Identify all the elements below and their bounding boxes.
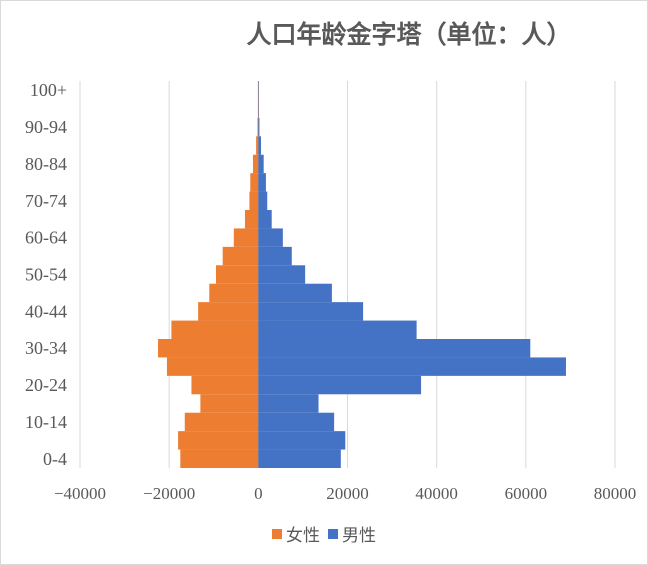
gridlines — [79, 81, 616, 468]
bar-male-40-44 — [258, 302, 364, 321]
bar-female-45-49 — [209, 283, 259, 303]
bar-female-0-4 — [180, 449, 259, 468]
bar-female-20-24 — [191, 375, 259, 395]
bar-male-75-79 — [258, 173, 266, 192]
y-tick-label: 60-64 — [25, 228, 67, 248]
bar-male-95-99 — [258, 99, 259, 118]
bar-male-10-14 — [258, 412, 335, 432]
bar-male-15-19 — [258, 394, 319, 413]
bar-male-65-69 — [258, 210, 272, 229]
y-tick-label: 100+ — [30, 80, 67, 100]
y-axis-ticks: 0-4 10-14 20-24 30-34 40-44 50-54 60-64 70-74 80… — [25, 80, 67, 469]
bar-male-100+ — [258, 81, 259, 100]
bar-female-5-9 — [178, 431, 259, 450]
bar-male-50-54 — [258, 265, 306, 284]
bar-female-70-74 — [249, 191, 259, 210]
bar-female-30-34 — [158, 339, 259, 358]
bar-female-10-14 — [184, 412, 259, 432]
bar-male-45-49 — [258, 283, 332, 303]
bar-female-55-59 — [222, 246, 259, 266]
y-tick-label: 50-54 — [25, 265, 67, 285]
x-tick-label: 60000 — [505, 484, 548, 503]
x-tick-label: 80000 — [594, 484, 637, 503]
bar-female-95-99 — [257, 99, 259, 118]
legend-label-female: 女性 — [286, 526, 320, 546]
y-tick-label: 10-14 — [25, 412, 67, 432]
bar-male-90-94 — [258, 117, 260, 137]
bar-female-40-44 — [198, 302, 259, 321]
x-axis-ticks: −40000 −20000 0 20000 40000 60000 80000 — [54, 484, 636, 503]
y-tick-label: 20-24 — [25, 375, 67, 395]
bar-male-70-74 — [258, 191, 268, 210]
legend-item-female: 女性 — [272, 521, 320, 546]
x-tick-label: 40000 — [415, 484, 458, 503]
bar-male-55-59 — [258, 246, 292, 266]
x-tick-label: −20000 — [143, 484, 195, 503]
bar-male-25-29 — [258, 357, 566, 376]
y-tick-label: 0-4 — [43, 449, 67, 469]
x-tick-label: 20000 — [326, 484, 369, 503]
bar-female-90-94 — [257, 117, 259, 137]
bar-male-30-34 — [258, 339, 531, 358]
plot-area: −40000 −20000 0 20000 40000 60000 80000 0-4 10-… — [25, 80, 636, 503]
x-tick-label: 0 — [254, 484, 263, 503]
bar-female-50-54 — [215, 265, 259, 284]
bars — [158, 81, 566, 468]
x-tick-label: −40000 — [54, 484, 106, 503]
chart-title: 人口年龄金字塔（单位：人） — [246, 20, 572, 49]
legend-swatch-male — [328, 528, 338, 539]
legend: 女性 男性 — [1, 521, 647, 546]
y-tick-label: 80-84 — [25, 154, 67, 174]
bar-female-85-89 — [256, 136, 259, 155]
bar-female-15-19 — [200, 394, 259, 413]
bar-female-25-29 — [166, 357, 259, 376]
bar-male-0-4 — [258, 449, 341, 468]
bar-male-60-64 — [258, 228, 283, 247]
bar-male-5-9 — [258, 431, 346, 450]
y-tick-label: 70-74 — [25, 191, 67, 211]
legend-item-male: 男性 — [328, 521, 376, 546]
bar-female-80-84 — [252, 154, 259, 174]
y-tick-label: 30-34 — [25, 338, 67, 358]
y-tick-label: 90-94 — [25, 117, 67, 137]
bar-female-60-64 — [233, 228, 259, 247]
bar-male-35-39 — [258, 320, 417, 339]
bar-female-65-69 — [244, 210, 259, 229]
bar-male-80-84 — [258, 154, 264, 174]
legend-label-male: 男性 — [342, 526, 376, 546]
bar-male-20-24 — [258, 375, 422, 395]
bar-female-35-39 — [171, 320, 259, 339]
legend-swatch-female — [272, 528, 282, 539]
bar-female-75-79 — [250, 173, 259, 192]
y-tick-label: 40-44 — [25, 301, 67, 321]
bar-male-85-89 — [258, 136, 262, 155]
